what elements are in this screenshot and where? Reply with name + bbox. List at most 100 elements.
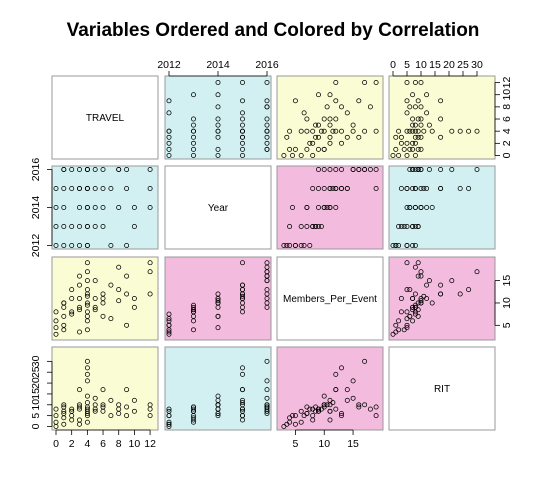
point-TRAVEL-Year-13 <box>166 140 172 146</box>
point-Year-Members_Per_Event-9 <box>287 224 293 229</box>
point-Year-Members_Per_Event-20 <box>298 243 304 248</box>
point-RIT-TRAVEL-25 <box>84 358 90 364</box>
point-RIT-Members_Per_Event-49 <box>327 397 333 403</box>
point-Year-TRAVEL-13 <box>69 243 75 248</box>
point-TRAVEL-Year-10 <box>191 140 196 146</box>
point-Members_Per_Event-Year-46 <box>240 291 245 297</box>
point-Members_Per_Event-RIT-40 <box>424 282 430 288</box>
tick-label-TRAVEL-v-5: 10 <box>501 89 513 101</box>
point-RIT-Members_Per_Event-1 <box>298 419 304 425</box>
point-RIT-TRAVEL-1 <box>53 419 59 425</box>
panel-Year-vs-RIT <box>388 165 496 250</box>
point-RIT-Members_Per_Event-51 <box>333 406 339 412</box>
point-RIT-TRAVEL-46 <box>124 387 130 393</box>
point-TRAVEL-RIT-18 <box>415 134 421 140</box>
panel-Year-vs-Year <box>164 165 272 250</box>
point-TRAVEL-RIT-12 <box>404 140 410 146</box>
point-Members_Per_Event-Year-2 <box>215 325 221 331</box>
tick-label-TRAVEL-v-3: 6 <box>501 116 513 122</box>
point-Members_Per_Event-RIT-10 <box>398 309 404 315</box>
point-Year-TRAVEL-33 <box>92 224 98 229</box>
point-RIT-Members_Per_Event-21 <box>373 404 379 410</box>
point-TRAVEL-Members_Per_Event-21 <box>373 128 379 134</box>
point-TRAVEL-Members_Per_Event-4 <box>316 146 321 152</box>
point-Year-Members_Per_Event-1 <box>298 224 304 229</box>
point-Year-Members_Per_Event-30 <box>318 224 324 229</box>
point-TRAVEL-Members_Per_Event-22 <box>333 128 339 134</box>
point-Members_Per_Event-TRAVEL-8 <box>61 300 67 306</box>
point-Year-RIT-19 <box>398 186 404 191</box>
point-TRAVEL-Year-32 <box>264 122 270 128</box>
point-TRAVEL-RIT-50 <box>418 80 424 85</box>
tick-label-RIT-v-1: 5 <box>30 413 42 419</box>
point-Members_Per_Event-TRAVEL-11 <box>69 296 75 301</box>
point-TRAVEL-Members_Per_Event-11 <box>327 140 333 146</box>
point-Year-Members_Per_Event-4 <box>316 167 321 172</box>
point-RIT-Members_Per_Event-52 <box>373 413 379 419</box>
point-RIT-Members_Per_Event-45 <box>292 413 298 419</box>
point-Year-RIT-38 <box>415 224 421 229</box>
point-Members_Per_Event-RIT-51 <box>412 291 418 297</box>
point-RIT-TRAVEL-5 <box>61 421 67 427</box>
point-Year-RIT-40 <box>424 186 430 191</box>
point-Year-RIT-47 <box>415 167 421 172</box>
point-TRAVEL-Members_Per_Event-3 <box>310 153 316 158</box>
point-TRAVEL-RIT-10 <box>398 140 404 146</box>
tick-label-TRAVEL-1: 2 <box>69 438 75 450</box>
point-TRAVEL-Year-8 <box>240 146 245 152</box>
point-TRAVEL-Members_Per_Event-33 <box>313 122 319 128</box>
point-Year-TRAVEL-52 <box>147 186 153 191</box>
tick-label-RIT-3: 15 <box>429 59 441 71</box>
point-Year-Members_Per_Event-28 <box>287 243 293 248</box>
point-TRAVEL-Year-0 <box>166 153 172 158</box>
point-Year-Members_Per_Event-11 <box>327 167 333 172</box>
tick-label-Year-0: 2012 <box>157 59 181 71</box>
point-TRAVEL-Members_Per_Event-44 <box>339 104 344 110</box>
point-TRAVEL-Members_Per_Event-15 <box>316 134 321 140</box>
point-RIT-TRAVEL-26 <box>84 400 90 406</box>
tick-label-TRAVEL-v-2: 4 <box>501 128 513 134</box>
point-RIT-TRAVEL-16 <box>77 387 82 393</box>
point-RIT-Members_Per_Event-41 <box>301 413 307 419</box>
point-Year-RIT-2 <box>404 205 410 210</box>
panel-TRAVEL-vs-Members_Per_Event <box>276 75 384 160</box>
point-TRAVEL-Year-29 <box>264 128 270 134</box>
point-RIT-Members_Per_Event-43 <box>324 402 330 408</box>
point-Members_Per_Event-TRAVEL-12 <box>69 287 75 293</box>
point-Members_Per_Event-RIT-20 <box>410 318 416 324</box>
point-Year-RIT-23 <box>429 205 435 210</box>
point-Members_Per_Event-RIT-38 <box>415 313 421 319</box>
point-TRAVEL-Members_Per_Event-1 <box>298 153 304 158</box>
point-RIT-Members_Per_Event-23 <box>321 393 327 399</box>
tick-label-RIT-v-0: 0 <box>30 423 42 429</box>
point-RIT-Year-28 <box>166 419 172 425</box>
point-Year-Members_Per_Event-52 <box>373 186 379 191</box>
point-TRAVEL-Year-15 <box>215 134 221 140</box>
point-RIT-Members_Per_Event-50 <box>362 402 368 408</box>
point-Year-Members_Per_Event-0 <box>281 243 287 248</box>
point-Year-Members_Per_Event-43 <box>324 205 330 210</box>
point-Year-TRAVEL-47 <box>124 167 130 172</box>
panel-RIT-vs-RIT <box>388 346 496 431</box>
point-Year-Members_Per_Event-50 <box>362 167 368 172</box>
point-Year-TRAVEL-41 <box>108 243 114 248</box>
point-TRAVEL-RIT-4 <box>410 146 416 152</box>
chart-title: Variables Ordered and Colored by Correla… <box>67 20 480 41</box>
point-Members_Per_Event-RIT-49 <box>424 296 430 301</box>
point-Members_Per_Event-TRAVEL-9 <box>61 327 67 333</box>
point-TRAVEL-Members_Per_Event-25 <box>362 128 368 134</box>
point-Year-RIT-20 <box>410 243 416 248</box>
point-Members_Per_Event-RIT-29 <box>449 278 455 284</box>
point-Year-RIT-24 <box>404 224 410 229</box>
point-TRAVEL-Members_Per_Event-19 <box>327 134 333 140</box>
point-Members_Per_Event-TRAVEL-29 <box>84 278 90 284</box>
point-Year-TRAVEL-46 <box>124 186 130 191</box>
point-Members_Per_Event-TRAVEL-7 <box>61 313 67 319</box>
point-Members_Per_Event-TRAVEL-0 <box>53 331 59 337</box>
tick-label-RIT-v-5: 25 <box>30 366 42 378</box>
point-Year-Members_Per_Event-36 <box>333 167 339 172</box>
point-Members_Per_Event-TRAVEL-17 <box>77 273 82 279</box>
point-Members_Per_Event-Year-48 <box>191 304 196 310</box>
panel-TRAVEL-vs-Year <box>164 75 272 160</box>
